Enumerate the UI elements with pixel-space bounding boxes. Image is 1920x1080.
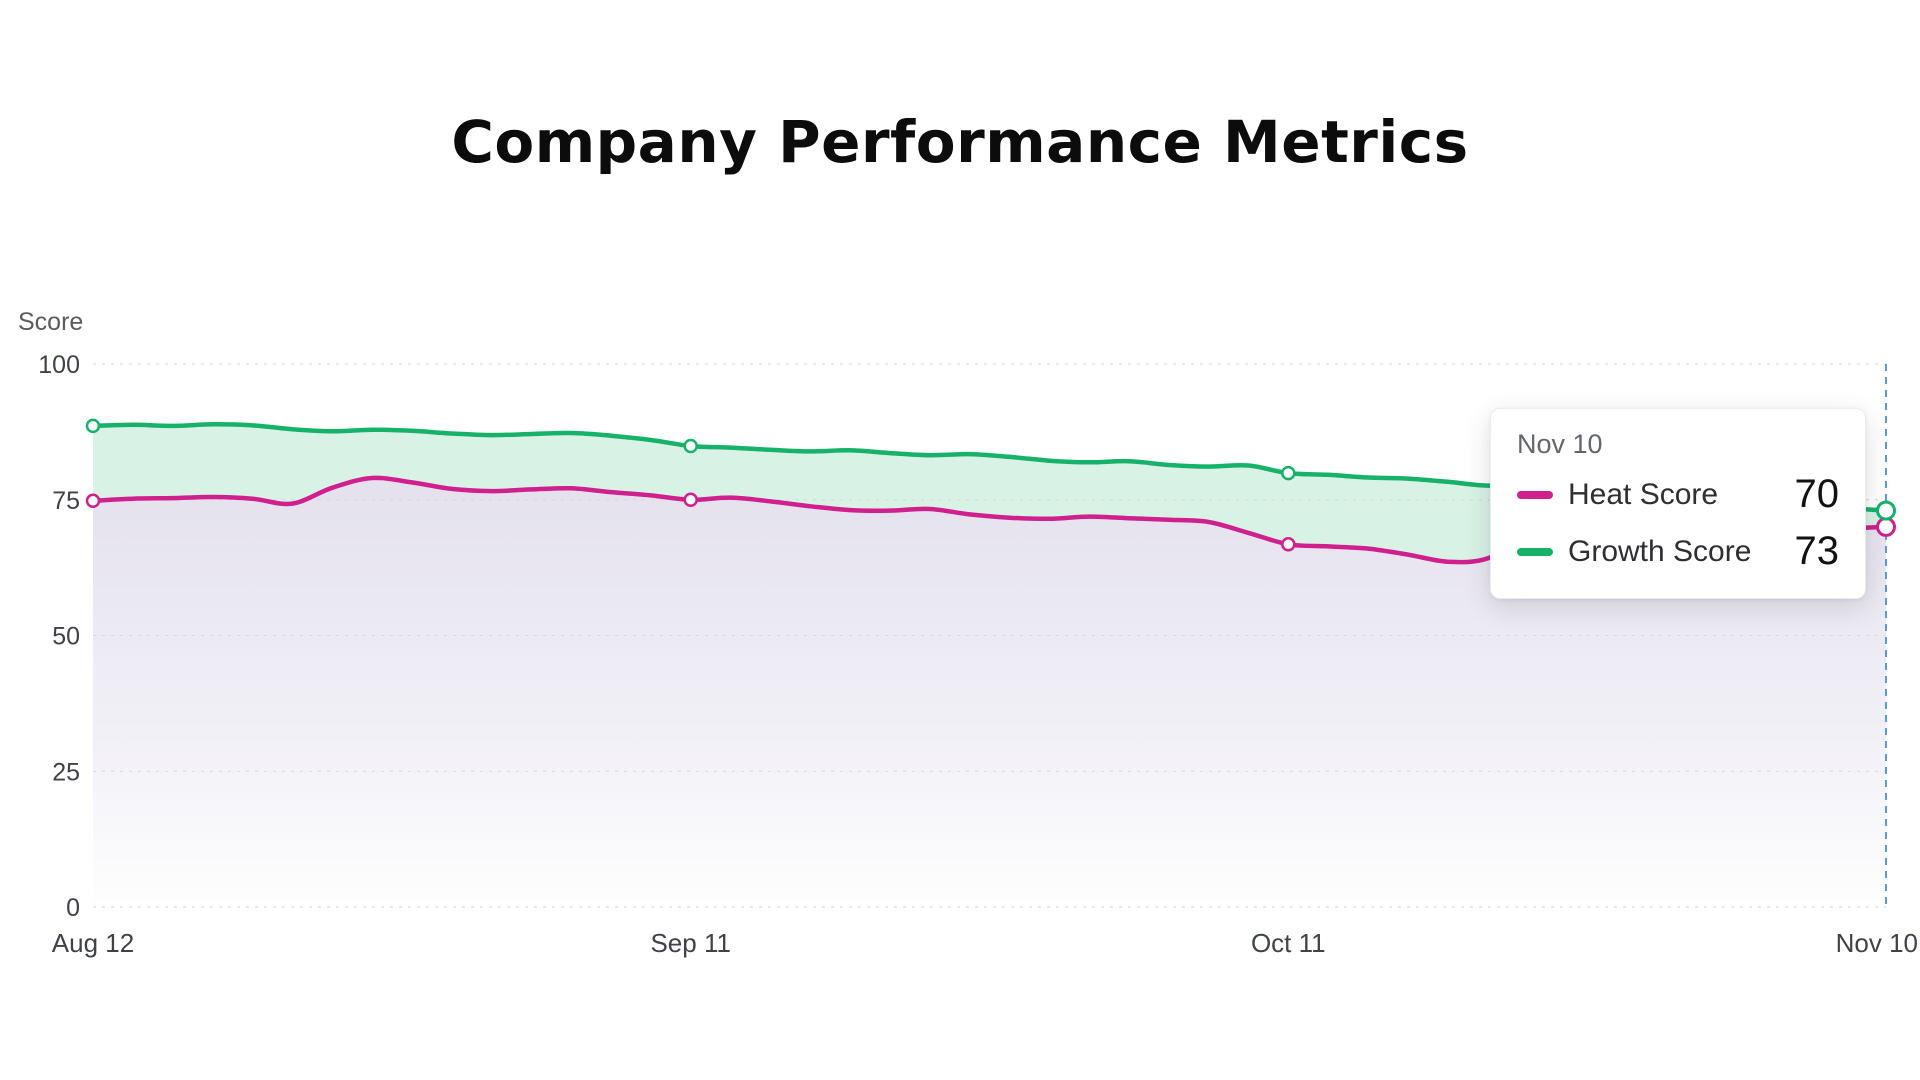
y-axis-title: Score [18,308,83,336]
data-point-marker [1876,500,1896,521]
tooltip-row-heat-score: Heat Score 70 [1517,472,1839,517]
y-tick-label: 50 [52,623,80,651]
tooltip-label-growth-score: Growth Score [1568,534,1752,568]
tooltip-value-heat-score: 70 [1794,472,1840,516]
data-point-marker [85,418,101,434]
tooltip-row-growth-score: Growth Score 73 [1517,529,1839,574]
chart-tooltip: Nov 10 Heat Score 70 Growth Score 73 [1490,408,1866,599]
growth-score-swatch-icon [1517,547,1553,556]
data-point-marker [683,438,698,454]
y-tick-label: 75 [52,487,80,515]
x-tick-label: Oct 11 [1251,928,1326,958]
chart-title: Company Performance Metrics [451,108,1469,176]
heat-area-fill [93,477,1886,907]
heat-score-swatch-icon [1517,490,1553,499]
data-point-marker [85,493,101,509]
x-tick-label: Sep 11 [650,928,730,958]
data-point-marker [1876,516,1896,537]
data-point-marker [1281,537,1296,552]
y-tick-label: 100 [38,351,80,379]
tooltip-label-heat-score: Heat Score [1568,477,1719,511]
data-point-marker [683,492,698,508]
tooltip-value-growth-score: 73 [1794,529,1840,573]
y-tick-label: 0 [66,894,80,922]
tooltip-date: Nov 10 [1517,429,1603,459]
data-point-marker [1281,465,1296,481]
y-tick-label: 25 [52,758,80,786]
x-tick-label: Nov 10 [1836,928,1918,958]
x-tick-label: Aug 12 [52,928,134,958]
growth-band-fill [93,424,1886,563]
